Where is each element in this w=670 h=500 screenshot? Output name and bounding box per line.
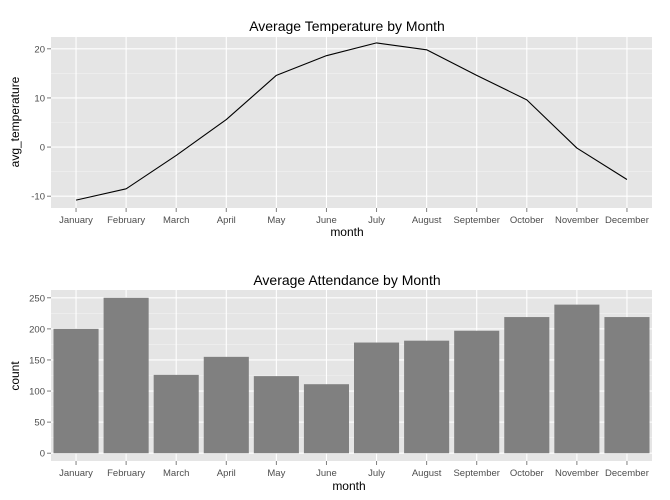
- attendance-y-tick-labels: 0 50 100 150 200 250: [29, 293, 51, 460]
- temperature-x-tick-label: September: [453, 215, 499, 226]
- attendance-y-tick-label: 100: [29, 387, 45, 398]
- attendance-x-tick-label: April: [217, 468, 236, 479]
- attendance-bar: [253, 376, 299, 454]
- attendance-x-tick-label: September: [453, 468, 499, 479]
- temperature-x-tick-labels: January February March April May June July Augu…: [59, 208, 649, 226]
- temperature-x-tick-label: February: [107, 215, 145, 226]
- temperature-y-tick-label: 0: [40, 143, 45, 154]
- temperature-x-tick-label: November: [555, 215, 599, 226]
- attendance-chart-title: Average Attendance by Month: [253, 272, 440, 288]
- attendance-y-axis-title: count: [8, 361, 22, 391]
- temperature-line: [75, 42, 628, 201]
- attendance-x-tick-label: June: [316, 468, 337, 479]
- attendance-bar: [454, 330, 500, 454]
- attendance-y-tick-label: 50: [34, 418, 45, 429]
- temperature-y-tick-label: -10: [31, 192, 45, 203]
- attendance-x-tick-label: March: [163, 468, 189, 479]
- temperature-y-tick-label: 10: [34, 93, 45, 104]
- attendance-bar: [303, 384, 349, 454]
- attendance-x-axis-title: month: [332, 479, 365, 493]
- attendance-y-tick-label: 150: [29, 355, 45, 366]
- temperature-x-tick-label: October: [510, 215, 544, 226]
- attendance-y-tick-label: 250: [29, 293, 45, 304]
- attendance-bar: [103, 297, 149, 454]
- attendance-x-tick-label: February: [107, 468, 145, 479]
- temperature-x-tick-label: May: [267, 215, 285, 226]
- temperature-x-tick-label: June: [316, 215, 337, 226]
- attendance-x-tick-label: December: [605, 468, 649, 479]
- attendance-y-tick-label: 200: [29, 324, 45, 335]
- temperature-y-tick-label: 20: [34, 44, 45, 55]
- attendance-x-tick-label: May: [267, 468, 285, 479]
- attendance-bar: [153, 374, 199, 454]
- temperature-x-tick-label: April: [217, 215, 236, 226]
- attendance-x-tick-label: October: [510, 468, 544, 479]
- temperature-x-tick-label: July: [368, 215, 385, 226]
- attendance-x-tick-label: November: [555, 468, 599, 479]
- attendance-chart: Average Attendance by Month 0 50 100 150 200…: [8, 272, 652, 493]
- attendance-x-tick-label: July: [368, 468, 385, 479]
- attendance-bar: [604, 317, 650, 454]
- temperature-chart: Average Temperature by Month -10 0 10 20 Ja…: [8, 18, 652, 239]
- attendance-bar: [554, 304, 600, 454]
- temperature-y-axis-title: avg_temperature: [8, 76, 22, 167]
- temperature-x-axis-title: month: [330, 225, 363, 239]
- attendance-bar: [53, 328, 99, 454]
- temperature-line-series: [75, 42, 628, 201]
- temperature-x-tick-label: December: [605, 215, 649, 226]
- attendance-bar: [354, 342, 400, 454]
- attendance-x-tick-label: January: [59, 468, 93, 479]
- temperature-x-tick-label: January: [59, 215, 93, 226]
- attendance-bars: [53, 297, 650, 454]
- attendance-bar: [404, 340, 450, 454]
- attendance-y-tick-label: 0: [40, 449, 45, 460]
- temperature-x-tick-label: August: [412, 215, 442, 226]
- attendance-x-tick-label: August: [412, 468, 442, 479]
- temperature-chart-title: Average Temperature by Month: [249, 18, 445, 34]
- temperature-x-tick-label: March: [163, 215, 189, 226]
- temperature-y-tick-labels: -10 0 10 20: [31, 44, 51, 203]
- attendance-bar: [203, 356, 249, 454]
- attendance-x-tick-labels: January February March April May June July Augu…: [59, 461, 649, 479]
- attendance-bar: [504, 317, 550, 454]
